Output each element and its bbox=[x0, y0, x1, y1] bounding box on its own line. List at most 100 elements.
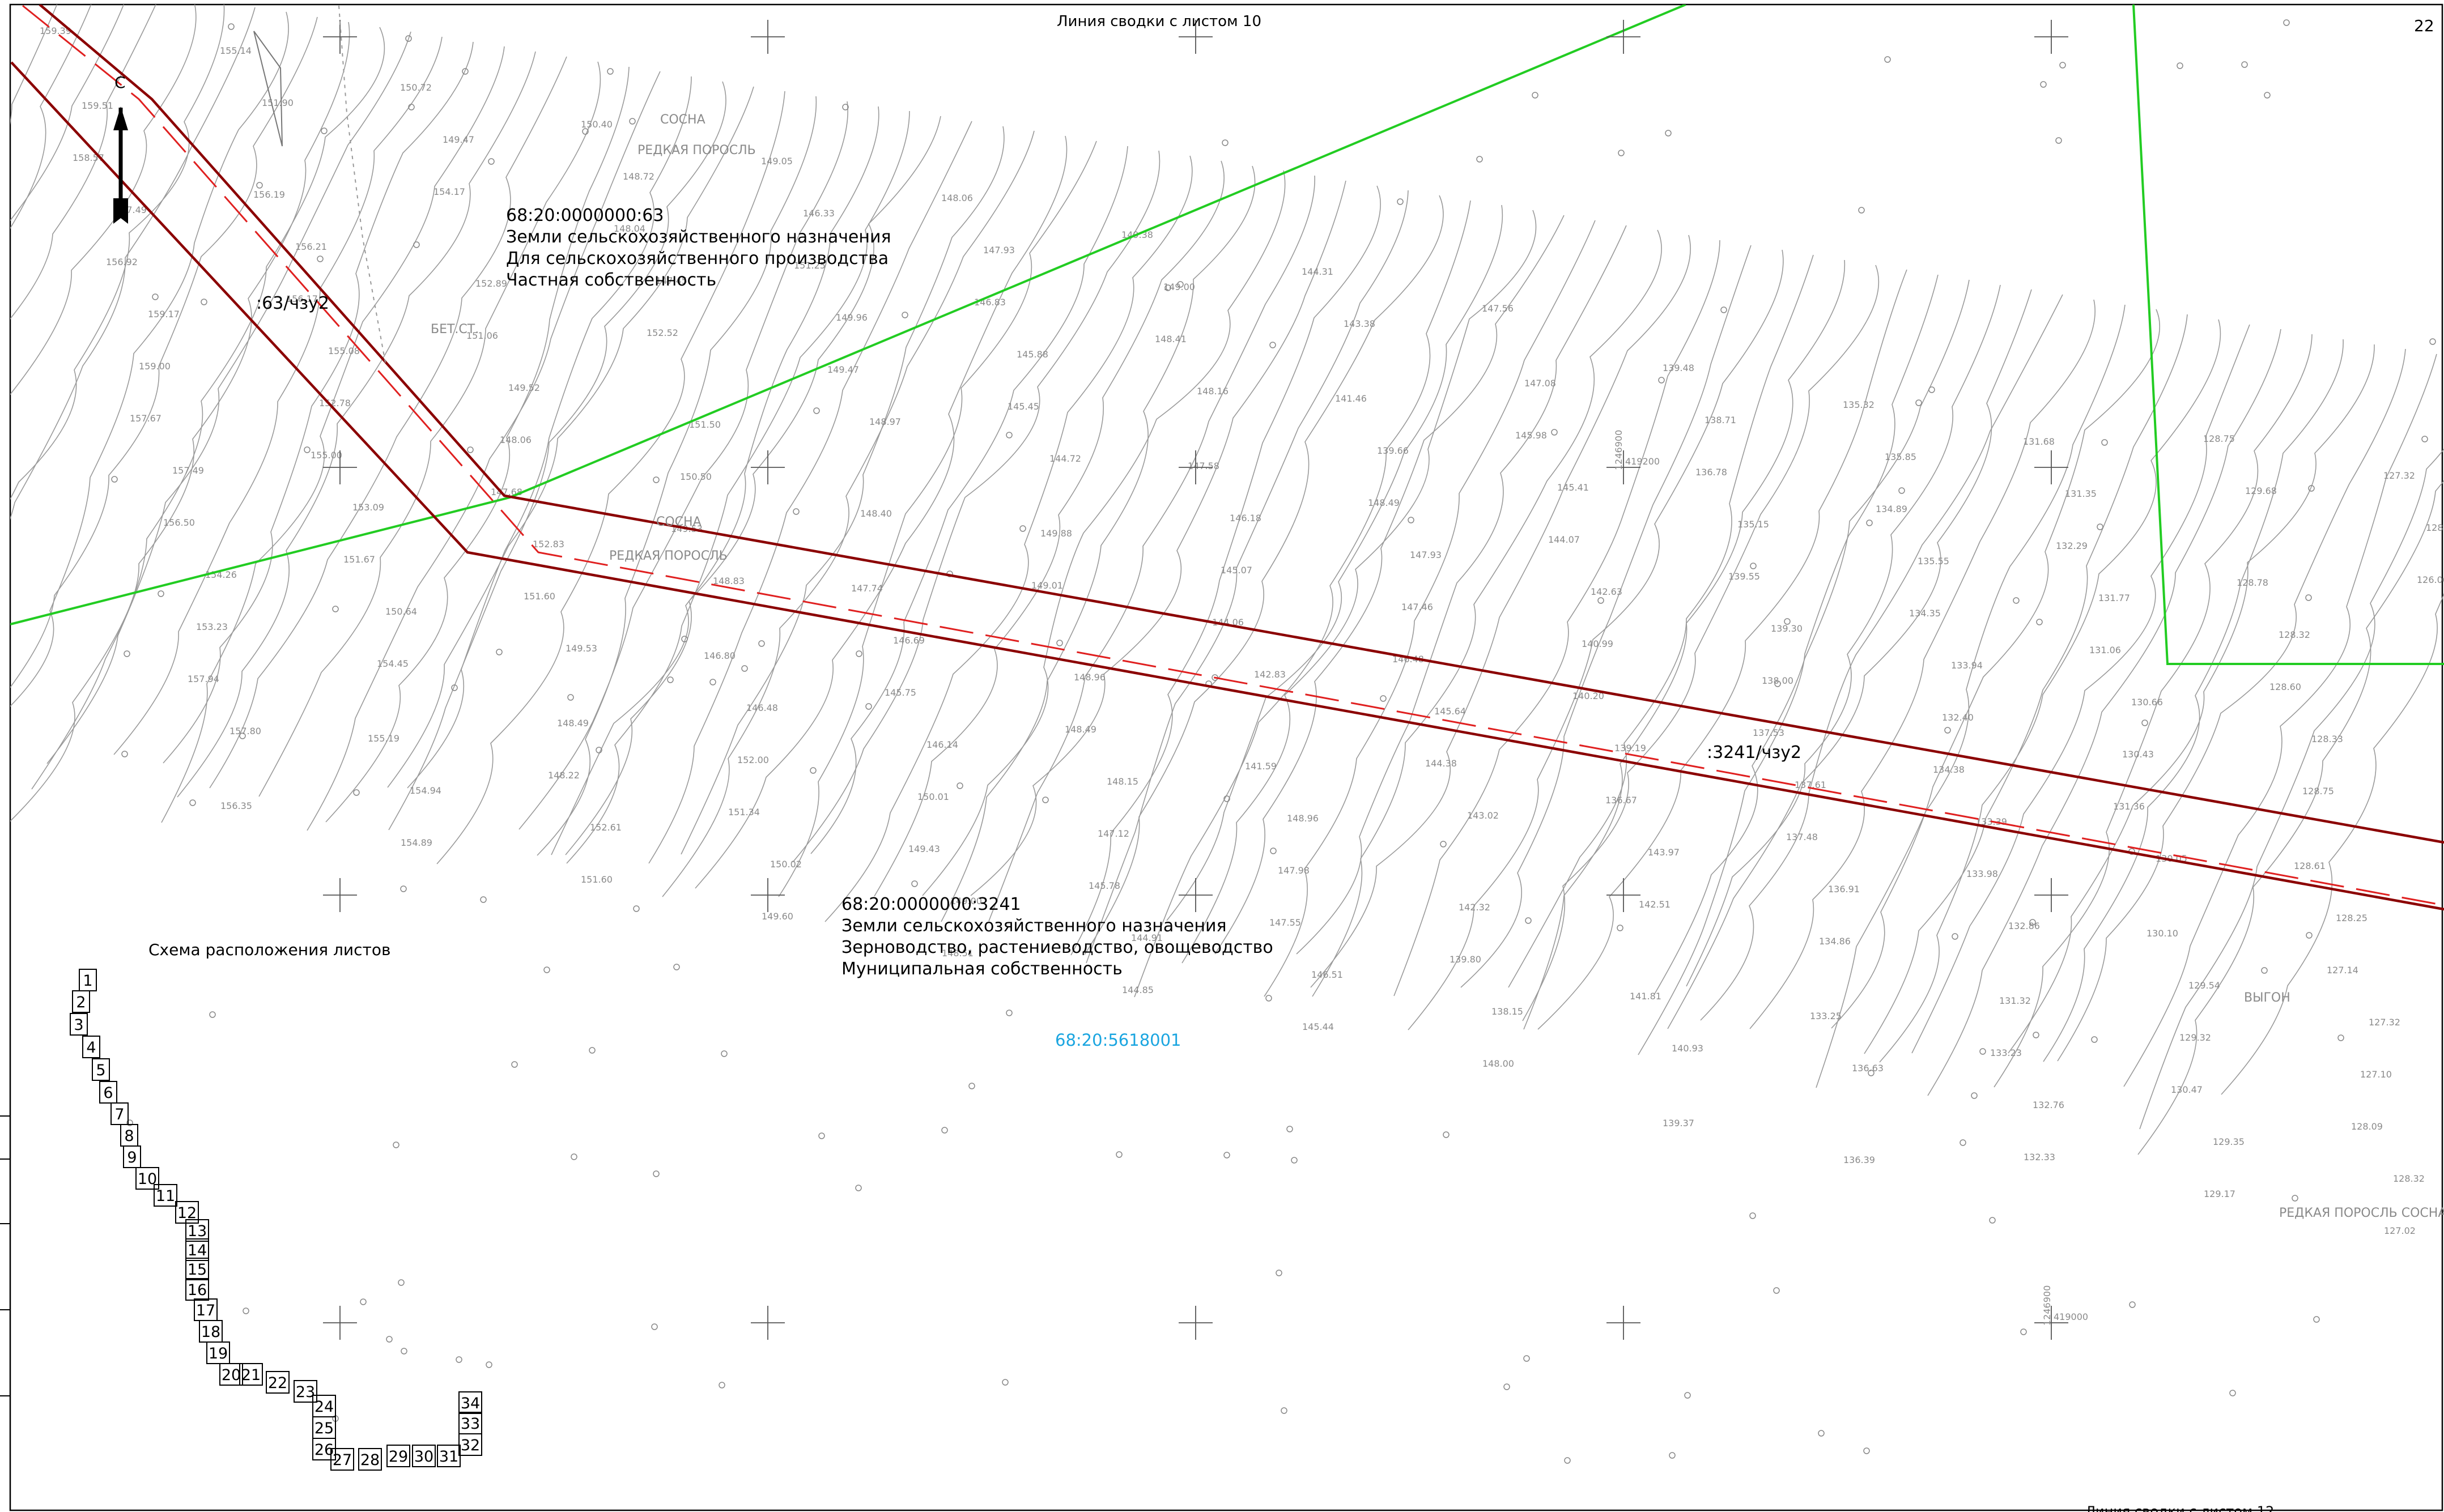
parcel-ownership: Муниципальная собственность bbox=[841, 959, 1123, 979]
parcel-category: Земли сельскохозяйственного назначения bbox=[506, 227, 891, 247]
svg-text:127.32: 127.32 bbox=[2369, 1017, 2400, 1028]
parcel-id: 68:20:0000000:63 bbox=[506, 206, 664, 225]
svg-text:БЕТ.СТ.: БЕТ.СТ. bbox=[431, 322, 479, 337]
sheet-index: Схема расположения листов 12345678910111… bbox=[70, 940, 482, 1470]
svg-text:133.98: 133.98 bbox=[1966, 868, 1998, 879]
parcel-id: 68:20:0000000:3241 bbox=[841, 895, 1021, 914]
sheet-number: 22 bbox=[2414, 16, 2434, 35]
svg-text:139.80: 139.80 bbox=[1450, 954, 1481, 965]
svg-text:150.64: 150.64 bbox=[385, 606, 417, 617]
svg-text:157.49: 157.49 bbox=[172, 465, 204, 476]
svg-text:145.41: 145.41 bbox=[1557, 482, 1589, 493]
svg-text:148.97: 148.97 bbox=[869, 416, 901, 427]
svg-text:156.21: 156.21 bbox=[295, 241, 327, 252]
sheet-box-number: 20 bbox=[222, 1366, 241, 1384]
svg-text:136.39: 136.39 bbox=[1843, 1155, 1875, 1165]
svg-text:148.15: 148.15 bbox=[1107, 776, 1138, 787]
parcel-use: Для сельскохозяйственного производства bbox=[506, 249, 889, 269]
svg-text:128.75: 128.75 bbox=[2302, 786, 2334, 797]
svg-text:153.23: 153.23 bbox=[196, 621, 228, 632]
svg-text:1246900: 1246900 bbox=[1613, 430, 1624, 470]
svg-text:132.40: 132.40 bbox=[1942, 712, 1974, 723]
svg-text:1246900: 1246900 bbox=[2042, 1285, 2052, 1326]
svg-text:145.44: 145.44 bbox=[1302, 1021, 1334, 1032]
svg-text:ВЫГОН: ВЫГОН bbox=[2244, 991, 2290, 1005]
svg-text:144.85: 144.85 bbox=[1122, 985, 1154, 995]
svg-text:148.00: 148.00 bbox=[1482, 1058, 1514, 1069]
svg-text:146.14: 146.14 bbox=[926, 739, 958, 750]
map-frame bbox=[10, 5, 2442, 1510]
svg-text:134.38: 134.38 bbox=[1933, 764, 1965, 775]
svg-text:154.45: 154.45 bbox=[377, 658, 409, 669]
svg-text:138.71: 138.71 bbox=[1705, 415, 1736, 425]
svg-text:150.50: 150.50 bbox=[680, 471, 712, 482]
svg-text:128.32: 128.32 bbox=[2279, 629, 2310, 640]
svg-text:150.02: 150.02 bbox=[770, 859, 802, 870]
svg-text:129.54: 129.54 bbox=[2188, 980, 2220, 991]
svg-text:146.33: 146.33 bbox=[803, 208, 835, 219]
svg-text:140.99: 140.99 bbox=[1582, 638, 1613, 649]
svg-text:143.38: 143.38 bbox=[1344, 318, 1375, 329]
terrain-labels: СОСНА РЕДКАЯ ПОРОСЛЬ БЕТ.СТ. СОСНА РЕДКА… bbox=[431, 113, 2444, 1220]
svg-text:130.66: 130.66 bbox=[2131, 697, 2163, 708]
svg-text:135.55: 135.55 bbox=[1918, 556, 1949, 567]
svg-text:149.52: 149.52 bbox=[508, 382, 540, 393]
svg-text:145.98: 145.98 bbox=[1515, 430, 1547, 441]
svg-text:131.68: 131.68 bbox=[2023, 436, 2055, 447]
svg-text:148.96: 148.96 bbox=[1287, 813, 1319, 824]
svg-text:135.85: 135.85 bbox=[1885, 452, 1916, 462]
svg-text:130.43: 130.43 bbox=[2122, 749, 2154, 760]
svg-text:132.29: 132.29 bbox=[2056, 540, 2088, 551]
svg-text:149.01: 149.01 bbox=[1031, 580, 1063, 591]
svg-text:148.22: 148.22 bbox=[548, 770, 580, 781]
svg-text:152.52: 152.52 bbox=[647, 327, 678, 338]
sheet-box-number: 16 bbox=[188, 1281, 207, 1299]
sheet-box-number: 11 bbox=[156, 1187, 175, 1205]
svg-text:148.06: 148.06 bbox=[941, 193, 973, 203]
svg-text:147.55: 147.55 bbox=[1269, 917, 1301, 928]
svg-text:148.06: 148.06 bbox=[500, 435, 532, 445]
svg-text:128.82: 128.82 bbox=[2426, 522, 2444, 533]
sheet-box-number: 5 bbox=[96, 1062, 105, 1079]
svg-text:144.31: 144.31 bbox=[1302, 266, 1333, 277]
svg-text:150.40: 150.40 bbox=[581, 119, 613, 130]
sheet-box-number: 19 bbox=[209, 1345, 228, 1362]
svg-text:147.93: 147.93 bbox=[983, 245, 1015, 255]
sheet-box-number: 32 bbox=[461, 1437, 480, 1454]
junction-label-bottom: Линия сводки с листом 12 bbox=[2085, 1504, 2274, 1512]
svg-text:152.61: 152.61 bbox=[590, 822, 622, 833]
svg-text:136.78: 136.78 bbox=[1695, 467, 1727, 478]
svg-text:157.67: 157.67 bbox=[130, 413, 161, 424]
dotted-line bbox=[339, 6, 385, 363]
svg-text:149.53: 149.53 bbox=[566, 643, 597, 654]
svg-text:128.09: 128.09 bbox=[2351, 1121, 2383, 1132]
svg-text:147.58: 147.58 bbox=[1188, 461, 1219, 471]
svg-text:129.68: 129.68 bbox=[2245, 485, 2277, 496]
svg-text:147.56: 147.56 bbox=[1482, 303, 1514, 314]
svg-text:145.78: 145.78 bbox=[1089, 880, 1120, 891]
svg-text:129.32: 129.32 bbox=[2179, 1032, 2211, 1043]
svg-text:РЕДКАЯ ПОРОСЛЬ: РЕДКАЯ ПОРОСЛЬ bbox=[637, 143, 756, 157]
svg-text:128.33: 128.33 bbox=[2311, 734, 2343, 744]
sheet-box-number: 27 bbox=[333, 1451, 352, 1469]
svg-text:147.46: 147.46 bbox=[1401, 602, 1433, 612]
svg-text:150.01: 150.01 bbox=[917, 791, 949, 802]
svg-text:126.06: 126.06 bbox=[2417, 574, 2444, 585]
svg-text:156.19: 156.19 bbox=[253, 189, 285, 200]
parcel-use: Зерноводство, растениеводство, овощеводс… bbox=[841, 938, 1273, 957]
sheet-box-number: 34 bbox=[461, 1395, 480, 1412]
svg-text:147.93: 147.93 bbox=[1410, 550, 1442, 560]
sheet-box-number: 29 bbox=[389, 1448, 408, 1466]
svg-text:156.92: 156.92 bbox=[106, 257, 138, 267]
svg-text:140.93: 140.93 bbox=[1672, 1043, 1703, 1054]
spot-heights bbox=[112, 20, 2436, 1463]
sheet-box-number: 28 bbox=[360, 1451, 380, 1469]
svg-text:152.00: 152.00 bbox=[737, 755, 769, 765]
svg-text:144.07: 144.07 bbox=[1548, 534, 1580, 545]
svg-text:152.83: 152.83 bbox=[533, 539, 564, 550]
svg-text:148.41: 148.41 bbox=[1155, 334, 1187, 344]
svg-text:147.08: 147.08 bbox=[1524, 378, 1556, 389]
svg-text:139.55: 139.55 bbox=[1728, 571, 1760, 582]
parcel-3241-info[interactable]: 68:20:0000000:3241 Земли сельскохозяйств… bbox=[841, 895, 1273, 979]
